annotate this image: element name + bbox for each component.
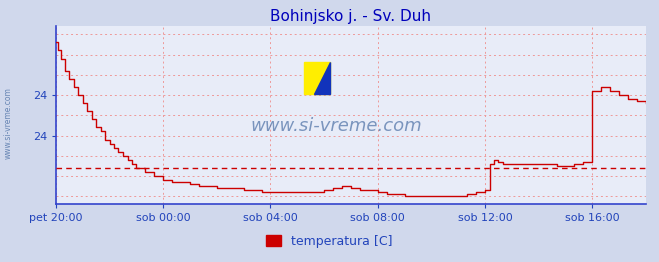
Text: www.si-vreme.com: www.si-vreme.com (3, 87, 13, 159)
Polygon shape (314, 62, 330, 94)
Legend: temperatura [C]: temperatura [C] (261, 230, 398, 253)
Text: www.si-vreme.com: www.si-vreme.com (250, 117, 422, 135)
Bar (304, 62, 330, 94)
Title: Bohinjsko j. - Sv. Duh: Bohinjsko j. - Sv. Duh (270, 9, 432, 24)
